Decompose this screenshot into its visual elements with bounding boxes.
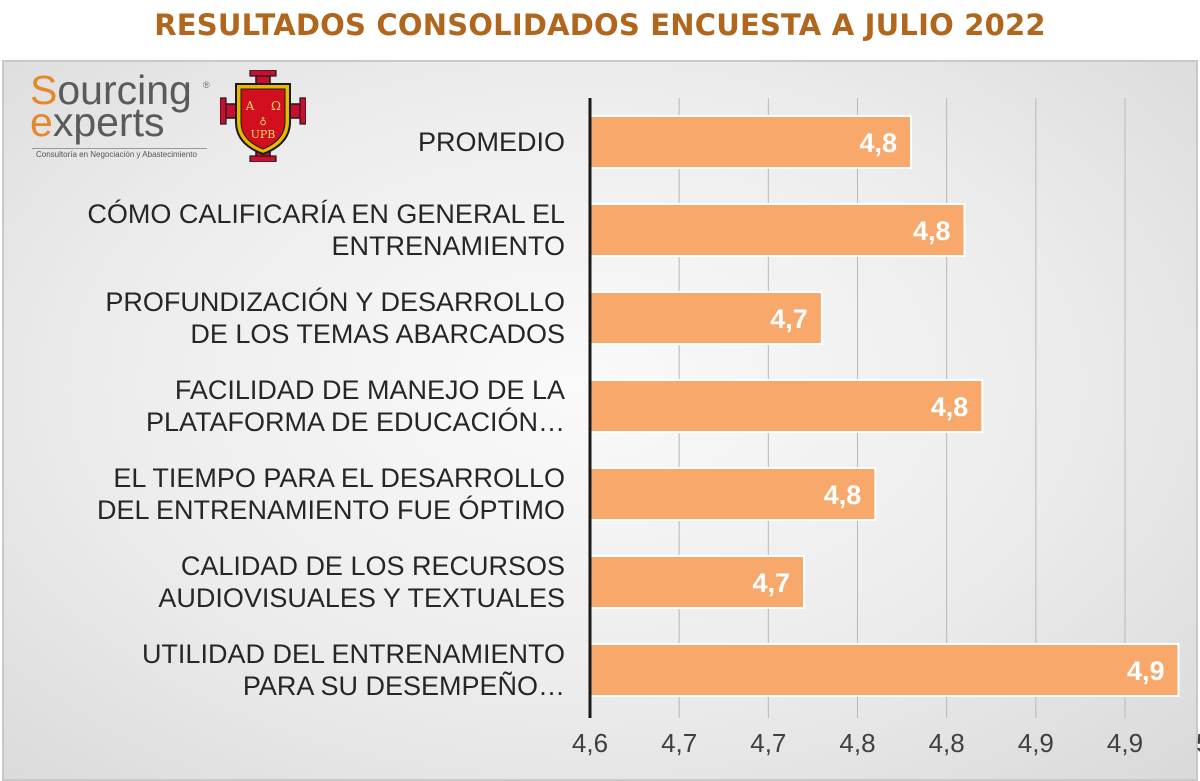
category-label: UTILIDAD DEL ENTRENAMIENTO [142, 639, 565, 669]
category-label: AUDIOVISUALES Y TEXTUALES [158, 583, 565, 613]
x-tick-label: 4,8 [839, 728, 875, 758]
upb-crest-logo: A Ω ♁ UPB [220, 70, 306, 162]
data-label: 4,9 [1127, 656, 1165, 686]
data-label: 4,7 [752, 568, 790, 598]
x-tick-label: 5,0 [1196, 728, 1200, 758]
data-label: 4,7 [770, 304, 808, 334]
data-labels: 4,8 4,8 4,7 4,8 4,8 4,7 4,9 [752, 128, 1164, 686]
page-title: RESULTADOS CONSOLIDADOS ENCUESTA A JULIO… [154, 8, 1046, 42]
data-label: 4,8 [913, 216, 951, 246]
x-tick-label: 4,7 [661, 728, 697, 758]
bar [589, 643, 1180, 697]
x-tick-labels: 4,6 4,7 4,7 4,8 4,8 4,9 4,9 5,0 [572, 728, 1200, 758]
data-label: 4,8 [824, 480, 862, 510]
x-tick-label: 4,7 [750, 728, 786, 758]
bars [589, 115, 1180, 697]
bar [589, 555, 805, 609]
category-label: PROFUNDIZACIÓN Y DESARROLLO [105, 286, 565, 317]
svg-text:A: A [245, 99, 255, 113]
category-label: DE LOS TEMAS ABARCADOS [190, 319, 565, 349]
x-tick-label: 4,9 [1107, 728, 1143, 758]
bar [589, 467, 877, 521]
category-label: ENTRENAMIENTO [331, 231, 565, 261]
category-label: PARA SU DESEMPEÑO… [243, 670, 565, 701]
x-tick-label: 4,9 [1018, 728, 1054, 758]
category-label: FACILIDAD DE MANEJO DE LA [175, 375, 565, 405]
logo-tagline: Consultoría en Negociación y Abastecimie… [36, 150, 197, 159]
category-label: PROMEDIO [418, 127, 565, 157]
svg-text:Ω: Ω [271, 99, 281, 113]
lamp-icon: ♁ [259, 116, 266, 127]
x-tick-label: 4,6 [572, 728, 608, 758]
sourcing-experts-logo: Sourcing experts ® Consultoría en Negoci… [30, 67, 210, 160]
x-tick-label: 4,8 [929, 728, 965, 758]
bar [589, 379, 984, 433]
data-label: 4,8 [931, 392, 969, 422]
category-label: CÓMO CALIFICARÍA EN GENERAL EL [87, 198, 565, 229]
shield-icon [235, 83, 291, 156]
bar [589, 203, 966, 257]
data-label: 4,8 [859, 128, 897, 158]
svg-text:UPB: UPB [251, 128, 276, 141]
category-label: CALIDAD DE LOS RECURSOS [181, 551, 565, 581]
category-label: DEL ENTRENAMIENTO FUE ÓPTIMO [97, 494, 565, 525]
logo-divider [32, 148, 207, 149]
category-label: PLATAFORMA DE EDUCACIÓN… [146, 406, 565, 437]
category-labels: PROMEDIO CÓMO CALIFICARÍA EN GENERAL ELEN… [87, 127, 565, 701]
category-label: EL TIEMPO PARA EL DESARROLLO [113, 463, 565, 493]
bar [589, 291, 823, 345]
